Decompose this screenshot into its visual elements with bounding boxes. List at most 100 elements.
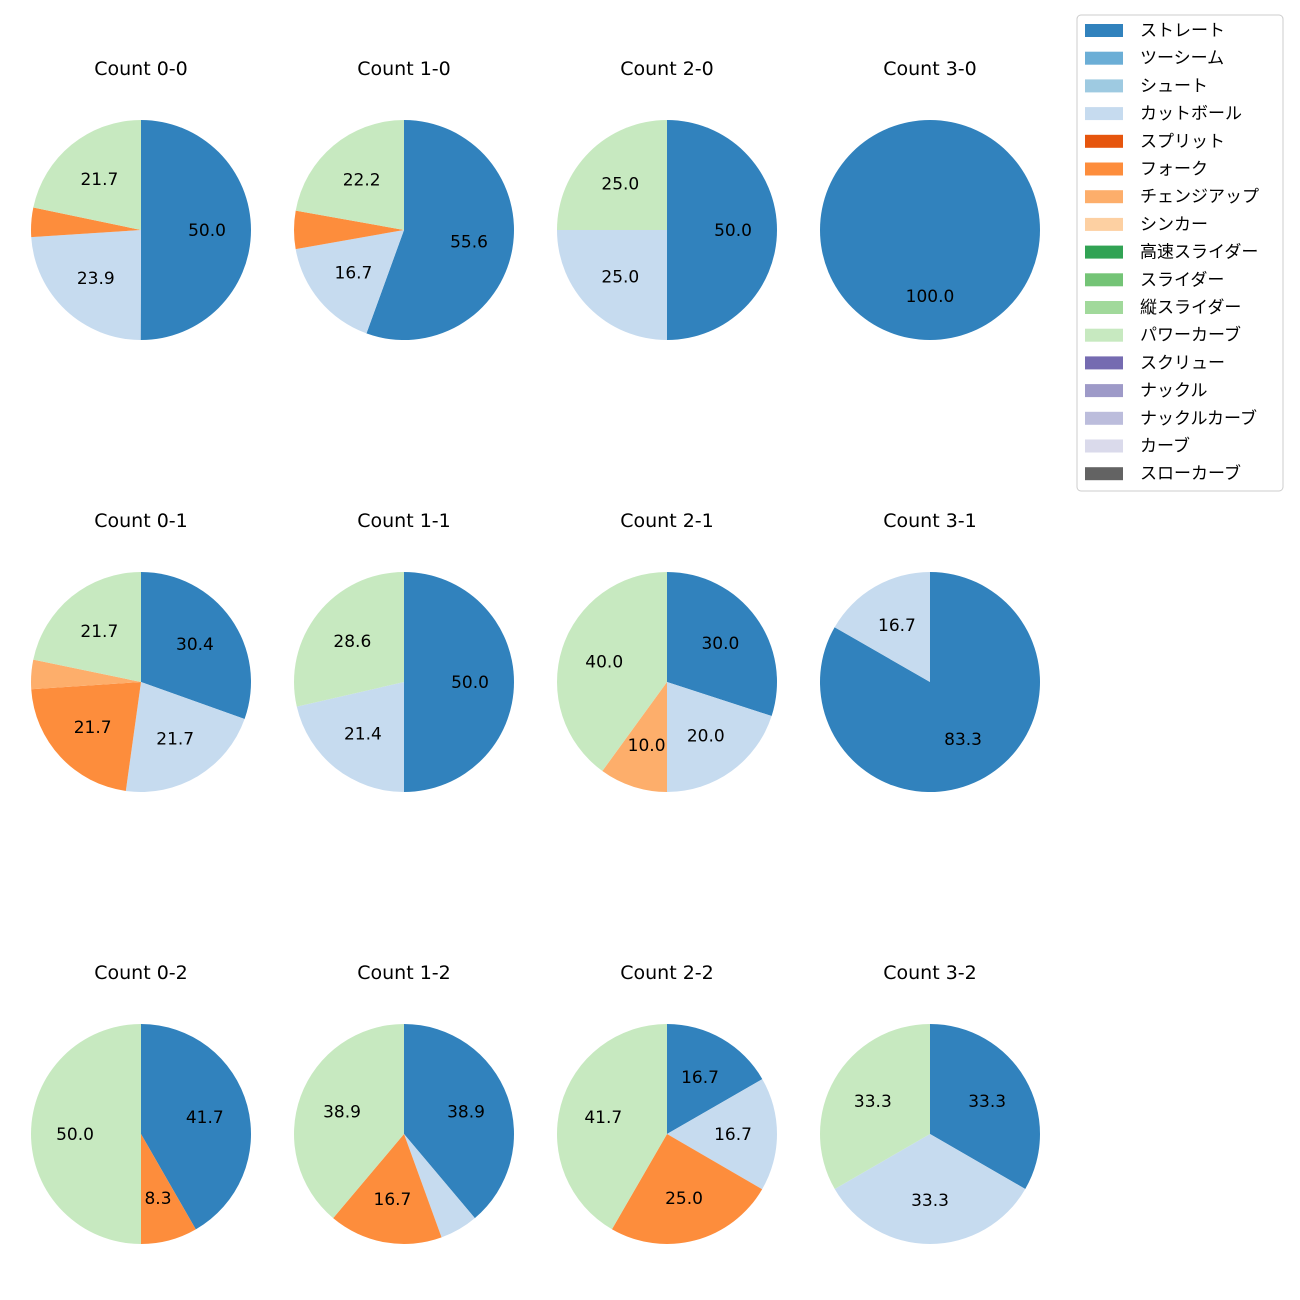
slice-label: 16.7 bbox=[335, 263, 373, 283]
legend-item: チェンジアップ bbox=[1085, 187, 1259, 207]
legend-swatch bbox=[1085, 411, 1123, 425]
slice-label: 16.7 bbox=[878, 616, 916, 636]
legend-label: スクリュー bbox=[1140, 353, 1225, 373]
pie-count-3-2: Count 3-2 33.3 33.3 33.3 bbox=[819, 962, 1040, 1244]
legend-label: スプリット bbox=[1140, 132, 1225, 152]
slice-label: 16.7 bbox=[714, 1125, 752, 1145]
slice-label: 21.7 bbox=[74, 718, 112, 738]
pie-title: Count 3-1 bbox=[883, 510, 977, 532]
legend-item: ストレート bbox=[1085, 21, 1225, 41]
pie-slice bbox=[31, 230, 142, 340]
pie-slice bbox=[667, 1079, 777, 1190]
legend-label: シンカー bbox=[1140, 215, 1208, 235]
pie-count-0-2: Count 0-2 41.7 8.3 50.0 bbox=[31, 962, 252, 1244]
pie-slice bbox=[557, 230, 667, 340]
pie-slice bbox=[404, 1024, 514, 1219]
legend-swatch bbox=[1085, 134, 1123, 148]
pie-slice bbox=[404, 572, 514, 792]
pie-slice bbox=[366, 120, 514, 340]
legend-swatch bbox=[1085, 384, 1123, 398]
slice-label: 25.0 bbox=[601, 174, 639, 194]
pie-count-1-1: Count 1-1 50.0 21.4 28.6 bbox=[294, 510, 514, 792]
legend-item: 高速スライダー bbox=[1085, 243, 1258, 263]
pie-slice bbox=[141, 572, 251, 720]
slice-label: 50.0 bbox=[714, 221, 752, 241]
pie-slice bbox=[30, 659, 141, 690]
pie-title: Count 2-2 bbox=[620, 962, 714, 984]
legend-label: フォーク bbox=[1140, 160, 1208, 180]
legend-item: スローカーブ bbox=[1085, 463, 1241, 484]
slice-label: 25.0 bbox=[601, 268, 639, 288]
slice-label: 50.0 bbox=[188, 221, 226, 241]
legend-swatch bbox=[1085, 79, 1123, 93]
pie-count-1-0: Count 1-0 55.6 16.7 22.2 bbox=[294, 58, 514, 340]
legend-swatch bbox=[1085, 273, 1123, 287]
legend-swatch bbox=[1085, 328, 1123, 342]
legend-item: スクリュー bbox=[1085, 353, 1225, 373]
pie-slice bbox=[33, 572, 141, 682]
pie-slice bbox=[125, 682, 245, 792]
pie-title: Count 0-2 bbox=[94, 962, 188, 984]
pie-slice bbox=[295, 230, 404, 334]
legend-label: ストレート bbox=[1140, 21, 1225, 41]
pie-slice bbox=[296, 682, 404, 792]
legend-label: スローカーブ bbox=[1140, 463, 1241, 484]
pie-count-0-1: Count 0-1 30.4 21.7 21.7 21.7 bbox=[30, 510, 251, 792]
pie-count-0-0: Count 0-0 50.0 23.9 21.7 bbox=[31, 58, 252, 340]
slice-label: 30.0 bbox=[701, 634, 739, 654]
slice-label: 21.7 bbox=[80, 622, 118, 642]
pie-title: Count 1-1 bbox=[357, 510, 451, 532]
slice-label: 38.9 bbox=[323, 1102, 361, 1122]
legend-label: スライダー bbox=[1140, 270, 1224, 290]
slice-label: 21.7 bbox=[156, 729, 194, 749]
pie-slice bbox=[141, 1024, 252, 1230]
legend-item: シンカー bbox=[1085, 215, 1208, 235]
pie-title: Count 0-0 bbox=[94, 58, 188, 80]
pie-slice bbox=[819, 1023, 930, 1189]
legend-label: カットボール bbox=[1140, 104, 1242, 124]
slice-label: 38.9 bbox=[447, 1102, 485, 1122]
slice-label: 16.7 bbox=[681, 1068, 719, 1088]
slice-label: 50.0 bbox=[451, 673, 489, 693]
slice-label: 41.7 bbox=[584, 1108, 622, 1128]
pie-slice bbox=[31, 207, 142, 238]
slice-label: 40.0 bbox=[585, 653, 623, 673]
legend-item: 縦スライダー bbox=[1085, 298, 1241, 318]
pie-slice bbox=[294, 572, 404, 707]
slice-label: 22.2 bbox=[343, 170, 381, 190]
legend-item: カーブ bbox=[1085, 436, 1190, 457]
slice-label: 33.3 bbox=[968, 1092, 1006, 1112]
pie-slice bbox=[602, 682, 667, 792]
legend-swatch bbox=[1085, 51, 1123, 65]
pie-slice bbox=[557, 120, 667, 230]
legend-label: ナックル bbox=[1140, 381, 1208, 401]
slice-label: 16.7 bbox=[374, 1190, 412, 1210]
pie-count-2-0: Count 2-0 50.0 25.0 25.0 bbox=[557, 58, 777, 340]
pie-slice bbox=[667, 120, 777, 340]
legend-swatch bbox=[1085, 245, 1123, 259]
slice-label: 28.6 bbox=[333, 632, 371, 652]
slice-label: 8.3 bbox=[144, 1189, 171, 1209]
pie-slice bbox=[140, 120, 252, 340]
pie-slice bbox=[557, 1024, 667, 1230]
legend-item: パワーカーブ bbox=[1085, 325, 1241, 346]
pie-slice bbox=[31, 1024, 141, 1244]
legend-swatch bbox=[1085, 301, 1123, 314]
pie-slice bbox=[667, 1024, 763, 1134]
slice-label: 21.4 bbox=[344, 725, 382, 745]
legend-label: 縦スライダー bbox=[1140, 298, 1241, 318]
pie-count-2-2: Count 2-2 16.7 16.7 25.0 41.7 bbox=[557, 962, 777, 1244]
slice-label: 10.0 bbox=[628, 736, 666, 756]
pie-count-3-1: Count 3-1 83.3 16.7 bbox=[819, 510, 1041, 792]
pie-slice bbox=[611, 1134, 763, 1244]
slice-label: 30.4 bbox=[176, 635, 214, 655]
pie-title: Count 0-1 bbox=[94, 510, 188, 532]
slice-label: 20.0 bbox=[687, 726, 725, 746]
legend-swatch bbox=[1085, 356, 1123, 370]
pie-slice bbox=[294, 1024, 404, 1219]
pie-slice bbox=[557, 572, 667, 771]
pie-slice bbox=[930, 1024, 1040, 1189]
pie-slice bbox=[667, 572, 777, 716]
pie-count-1-2: Count 1-2 38.9 16.7 38.9 bbox=[294, 962, 514, 1244]
